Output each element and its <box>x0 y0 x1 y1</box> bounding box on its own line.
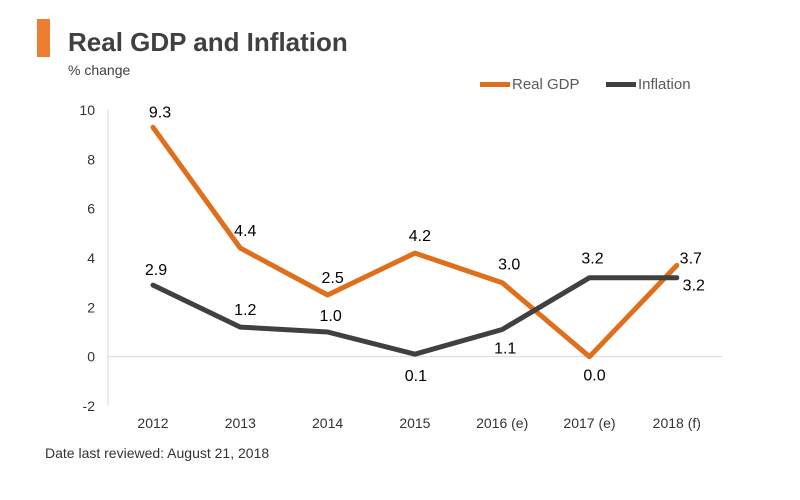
x-tick-label: 2017 (e) <box>563 415 615 431</box>
real-gdp-data-label: 3.7 <box>680 250 702 267</box>
real-gdp-data-label: 3.0 <box>498 257 520 274</box>
inflation-data-label: 2.9 <box>145 262 167 279</box>
legend-swatch-inflation <box>606 82 636 87</box>
x-tick-label: 2014 <box>312 415 343 431</box>
x-tick-label: 2012 <box>137 415 168 431</box>
y-tick-label: 0 <box>87 349 95 365</box>
legend-label-inflation: Inflation <box>638 76 691 93</box>
inflation-line <box>150 275 680 357</box>
y-tick-label: 4 <box>87 250 95 266</box>
inflation-data-label: 3.2 <box>683 278 705 295</box>
real-gdp-data-label: 0.0 <box>583 368 605 385</box>
x-tick-label: 2016 (e) <box>476 415 528 431</box>
real-gdp-data-label: 4.4 <box>234 223 256 240</box>
inflation-data-label: 1.1 <box>494 341 516 358</box>
legend-swatch-real-gdp <box>480 82 510 87</box>
real-gdp-data-label: 2.5 <box>321 270 343 287</box>
real-gdp-data-label: 9.3 <box>149 104 171 121</box>
real-gdp-line <box>150 124 680 360</box>
y-tick-label: 6 <box>87 201 95 217</box>
chart-title: Real GDP and Inflation <box>68 27 348 57</box>
legend-item-real-gdp: Real GDP <box>480 76 580 93</box>
y-tick-label: -2 <box>83 398 96 414</box>
real-gdp-data-label: 4.2 <box>409 228 431 245</box>
x-tick-label: 2018 (f) <box>653 415 701 431</box>
date-last-reviewed: Date last reviewed: August 21, 2018 <box>45 445 270 461</box>
x-tick-label: 2015 <box>399 415 430 431</box>
inflation-data-label: 1.0 <box>319 308 341 325</box>
inflation-data-label: 0.1 <box>405 368 427 385</box>
inflation-data-label: 1.2 <box>234 302 256 319</box>
x-tick-label: 2013 <box>225 415 256 431</box>
y-tick-label: 2 <box>87 299 95 315</box>
title-accent-bar <box>37 19 50 57</box>
inflation-data-label: 3.2 <box>581 251 603 268</box>
legend-item-inflation: Inflation <box>606 76 691 93</box>
y-tick-label: 8 <box>87 151 95 167</box>
y-tick-label: 10 <box>79 102 95 118</box>
legend-label-real-gdp: Real GDP <box>512 76 580 93</box>
y-axis-unit-label: % change <box>68 62 131 78</box>
